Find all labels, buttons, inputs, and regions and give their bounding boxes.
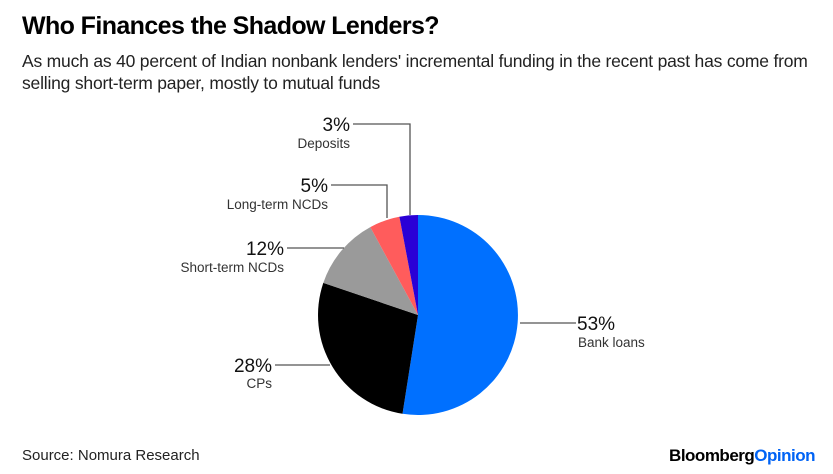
source-note: Source: Nomura Research bbox=[22, 447, 200, 464]
label-bank-loans-pct: 53% bbox=[577, 314, 615, 335]
brand-bloomberg: Bloomberg bbox=[669, 446, 755, 465]
leader-line-long-term-ncds bbox=[331, 184, 388, 218]
slice-cps bbox=[318, 282, 418, 414]
label-deposits-name: Deposits bbox=[297, 136, 350, 151]
leader-line-deposits bbox=[353, 123, 411, 215]
chart-title: Who Finances the Shadow Lenders? bbox=[22, 12, 440, 40]
slice-short-term-ncds bbox=[323, 227, 418, 315]
label-long-term-ncds-pct: 5% bbox=[301, 176, 329, 197]
brand-opinion: Opinion bbox=[754, 446, 815, 465]
slice-bank-loans bbox=[402, 215, 518, 415]
label-short-term-ncds-name: Short-term NCDs bbox=[180, 260, 284, 275]
label-cps-pct: 28% bbox=[234, 356, 272, 377]
label-deposits-pct: 3% bbox=[323, 115, 351, 136]
bloomberg-opinion-logo: BloombergOpinion bbox=[669, 446, 815, 466]
slice-long-term-ncds bbox=[370, 216, 418, 315]
label-long-term-ncds-name: Long-term NCDs bbox=[227, 197, 329, 212]
chart-subtitle: As much as 40 percent of Indian nonbank … bbox=[22, 51, 808, 93]
label-cps-name: CPs bbox=[246, 376, 272, 391]
label-bank-loans-name: Bank loans bbox=[578, 335, 645, 350]
label-short-term-ncds-pct: 12% bbox=[246, 239, 284, 260]
slice-deposits bbox=[399, 214, 418, 315]
